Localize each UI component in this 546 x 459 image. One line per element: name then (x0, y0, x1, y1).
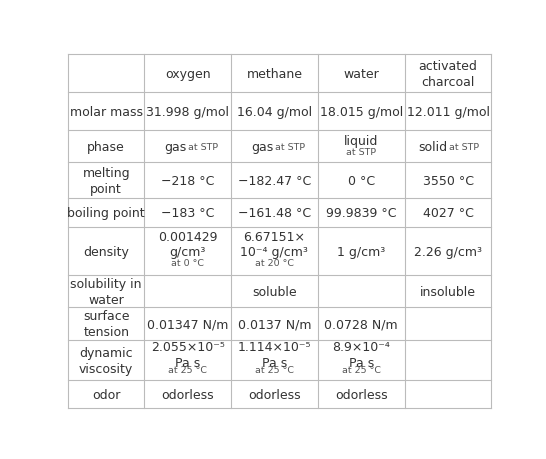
Text: methane: methane (246, 67, 302, 81)
Text: at 25 °C: at 25 °C (255, 365, 294, 374)
Text: gas: gas (251, 140, 274, 153)
Text: solubility in
water: solubility in water (70, 277, 142, 306)
Text: 2.055×10⁻⁵
Pa s: 2.055×10⁻⁵ Pa s (151, 340, 224, 369)
Text: 8.9×10⁻⁴
Pa s: 8.9×10⁻⁴ Pa s (333, 340, 390, 369)
Text: boiling point: boiling point (67, 207, 145, 220)
Text: at STP: at STP (188, 143, 218, 151)
Text: −183 °C: −183 °C (161, 207, 214, 220)
Text: odorless: odorless (248, 388, 301, 401)
Text: odor: odor (92, 388, 121, 401)
Text: solid: solid (418, 140, 447, 153)
Text: −182.47 °C: −182.47 °C (238, 174, 311, 188)
Text: −218 °C: −218 °C (161, 174, 214, 188)
Text: 18.015 g/mol: 18.015 g/mol (319, 106, 403, 118)
Text: 4027 °C: 4027 °C (423, 207, 473, 220)
Text: at 20 °C: at 20 °C (255, 258, 294, 267)
Text: 1 g/cm³: 1 g/cm³ (337, 245, 385, 258)
Text: phase: phase (87, 140, 125, 153)
Text: at 0 °C: at 0 °C (171, 258, 204, 267)
Text: 12.011 g/mol: 12.011 g/mol (407, 106, 490, 118)
Text: surface
tension: surface tension (83, 310, 129, 339)
Text: soluble: soluble (252, 285, 296, 298)
Text: at STP: at STP (275, 143, 305, 151)
Text: 0.001429
g/cm³: 0.001429 g/cm³ (158, 230, 217, 259)
Text: dynamic
viscosity: dynamic viscosity (79, 346, 133, 375)
Text: at STP: at STP (346, 148, 376, 157)
Text: 0 °C: 0 °C (348, 174, 375, 188)
Text: at 25 °C: at 25 °C (168, 365, 207, 374)
Text: liquid: liquid (344, 135, 378, 148)
Text: melting
point: melting point (82, 167, 130, 196)
Text: 99.9839 °C: 99.9839 °C (326, 207, 396, 220)
Text: 0.0137 N/m: 0.0137 N/m (238, 318, 311, 330)
Text: insoluble: insoluble (420, 285, 476, 298)
Text: 3550 °C: 3550 °C (423, 174, 473, 188)
Text: 1.114×10⁻⁵
Pa s: 1.114×10⁻⁵ Pa s (238, 340, 311, 369)
Text: −161.48 °C: −161.48 °C (238, 207, 311, 220)
Text: at STP: at STP (449, 143, 479, 151)
Text: 0.0728 N/m: 0.0728 N/m (324, 318, 398, 330)
Text: 16.04 g/mol: 16.04 g/mol (237, 106, 312, 118)
Text: odorless: odorless (335, 388, 388, 401)
Text: molar mass: molar mass (70, 106, 143, 118)
Text: 31.998 g/mol: 31.998 g/mol (146, 106, 229, 118)
Text: 6.67151×
10⁻⁴ g/cm³: 6.67151× 10⁻⁴ g/cm³ (240, 230, 308, 259)
Text: oxygen: oxygen (165, 67, 210, 81)
Text: 0.01347 N/m: 0.01347 N/m (147, 318, 228, 330)
Text: gas: gas (164, 140, 187, 153)
Text: water: water (343, 67, 379, 81)
Text: density: density (84, 245, 129, 258)
Text: activated
charcoal: activated charcoal (419, 60, 477, 89)
Text: at 25 °C: at 25 °C (342, 365, 381, 374)
Text: 2.26 g/cm³: 2.26 g/cm³ (414, 245, 482, 258)
Text: odorless: odorless (161, 388, 214, 401)
